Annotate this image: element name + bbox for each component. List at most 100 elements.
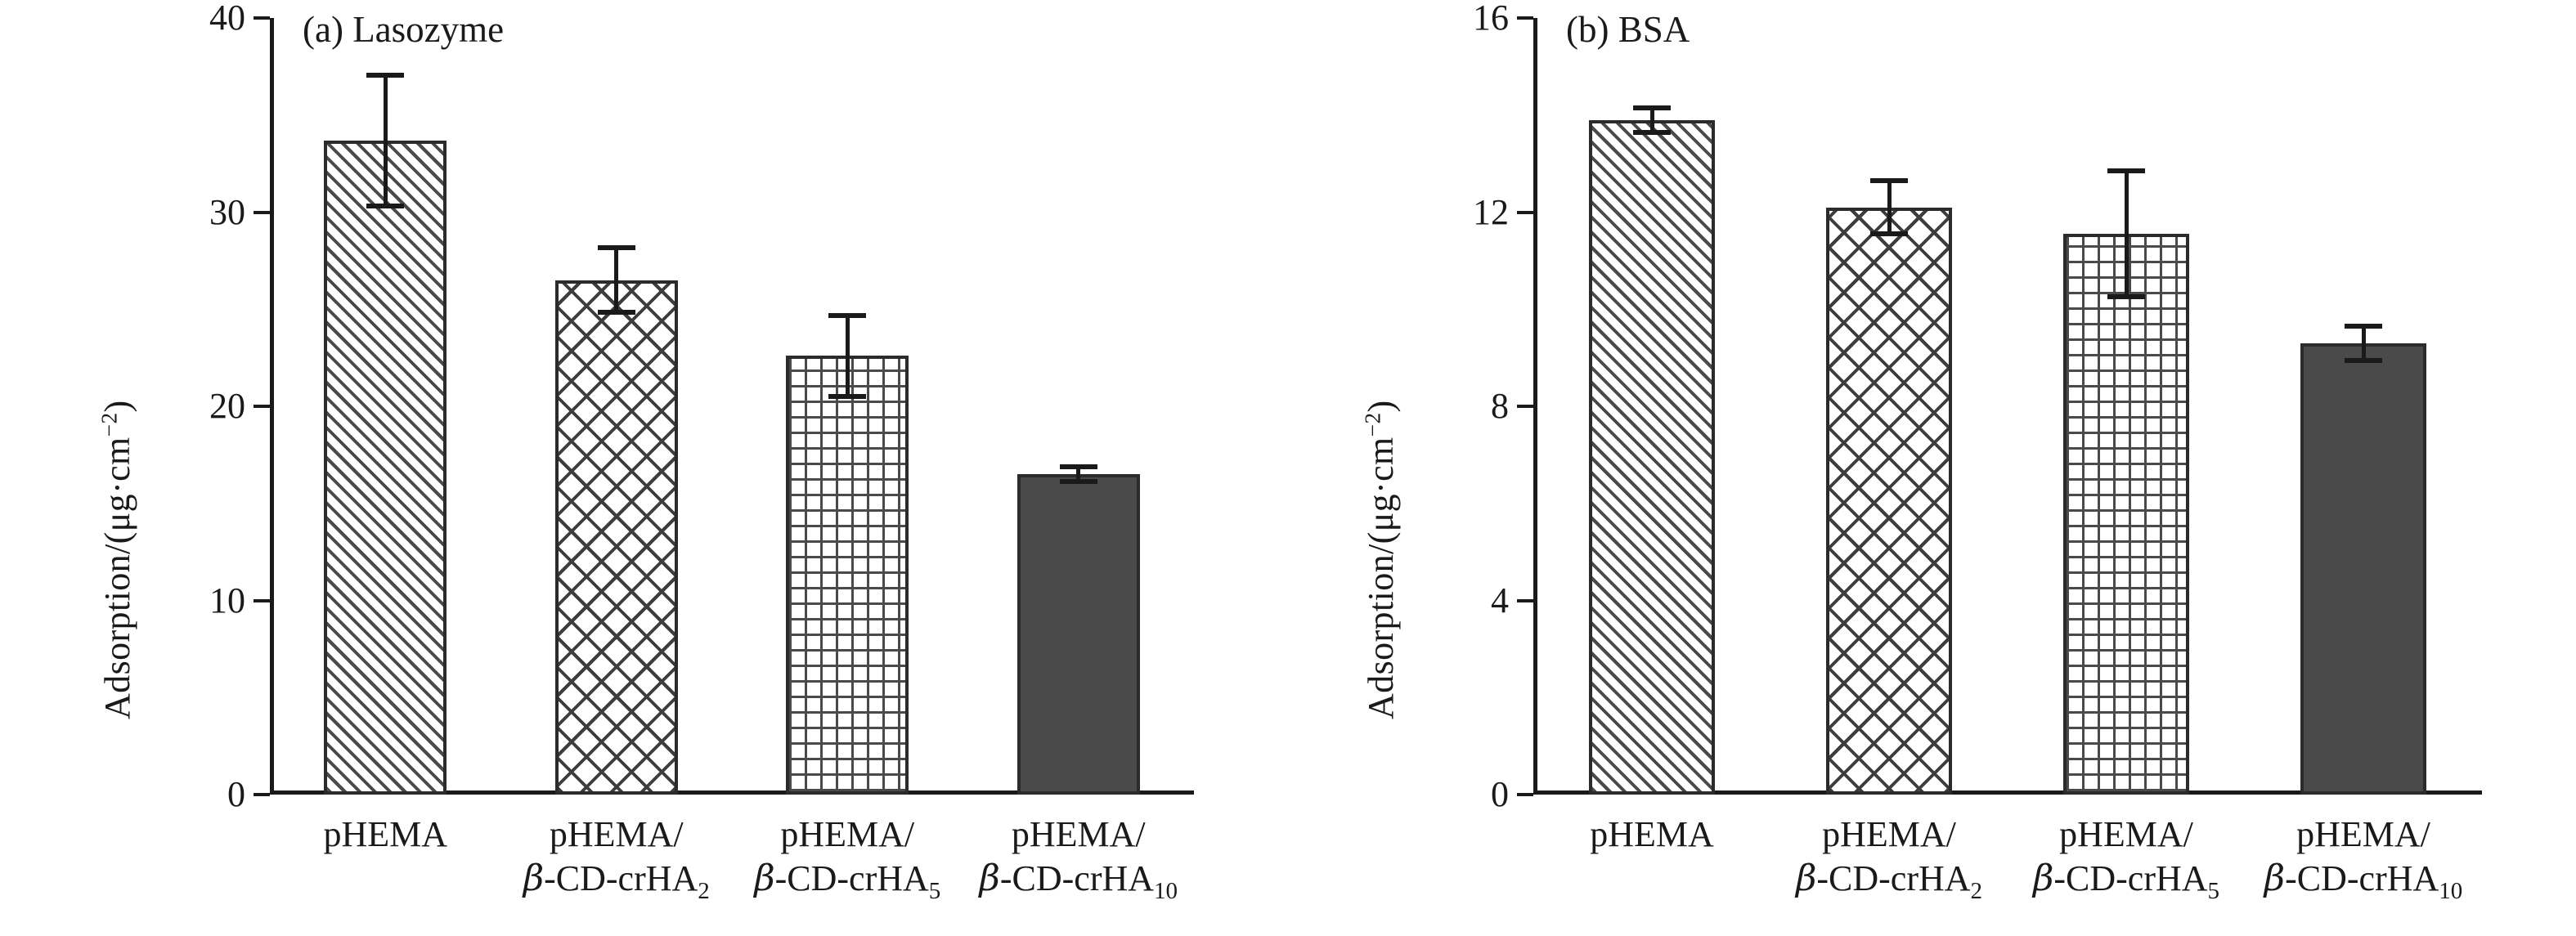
- error-bar-cap-bottom: [1059, 479, 1097, 484]
- x-category-label-line1: pHEMA/: [2059, 814, 2193, 854]
- x-category-label-line1: pHEMA: [1590, 814, 1714, 854]
- x-category-label-line1: pHEMA/: [1822, 814, 1956, 854]
- error-bar-cap-top: [828, 313, 867, 318]
- y-tick-b-3: [1517, 210, 1533, 214]
- error-bar-cap-bottom: [366, 203, 405, 208]
- error-bar-cap-bottom: [2345, 357, 2382, 363]
- bar-b-2: [2063, 234, 2189, 795]
- error-bar-cap-bottom: [828, 393, 867, 399]
- x-axis-line-a: [270, 790, 1194, 795]
- error-bar-stem: [383, 72, 388, 208]
- beta-symbol: β: [2264, 857, 2286, 899]
- y-tick-b-0: [1517, 793, 1533, 796]
- y-tick-label-b-2: 8: [1491, 386, 1509, 426]
- bar-a-3: [1016, 474, 1140, 795]
- error-bar-stem: [1649, 105, 1654, 135]
- x-category-label-line1: pHEMA/: [549, 814, 684, 854]
- bar-b-3: [2300, 343, 2426, 795]
- x-category-label-line1: pHEMA: [323, 814, 448, 854]
- panel-bsa: Adsorption/(μg·cm−2) (b) BSA 0 4 8 12 16 pHE…: [1288, 0, 2576, 936]
- error-bar-cap-top: [1870, 177, 1908, 183]
- x-category-label-a-1: pHEMA/β-CD-crHA2: [523, 813, 710, 906]
- error-bar-stem: [614, 244, 619, 316]
- x-category-label-line1: pHEMA/: [1011, 814, 1146, 854]
- crha-subscript: 10: [1154, 877, 1178, 904]
- bar-b-1: [1826, 207, 1952, 795]
- error-bar-cap-top: [597, 244, 635, 250]
- bar-a-2: [786, 356, 909, 795]
- y-tick-a-0: [254, 793, 270, 796]
- y-axis-line-a: [270, 18, 274, 795]
- beta-symbol: β: [754, 857, 775, 899]
- y-tick-b-2: [1517, 405, 1533, 408]
- y-tick-label-a-3: 30: [209, 191, 245, 232]
- error-bar-cap-bottom: [1870, 231, 1908, 237]
- x-category-label-b-2: pHEMA/β-CD-crHA5: [2033, 813, 2219, 906]
- error-bar-stem: [845, 313, 850, 399]
- error-bar-cap-top: [1633, 105, 1671, 110]
- error-bar-stem: [2361, 324, 2366, 363]
- y-axis-label-a: Adsorption/(μg·cm−2): [96, 400, 137, 719]
- y-axis-label-b: Adsorption/(μg·cm−2): [1360, 400, 1401, 719]
- error-bar-cap-bottom: [597, 310, 635, 316]
- x-category-label-b-0: pHEMA: [1590, 813, 1714, 857]
- x-category-label-line2: β-CD-crHA2: [523, 857, 710, 904]
- error-bar-cap-bottom: [1633, 129, 1671, 135]
- x-category-label-line2: β-CD-crHA10: [2264, 857, 2463, 904]
- bar-a-0: [324, 140, 447, 795]
- y-tick-label-b-0: 0: [1491, 774, 1509, 814]
- y-tick-a-4: [254, 16, 270, 20]
- beta-symbol: β: [979, 857, 1000, 899]
- x-category-label-line1: pHEMA/: [2296, 814, 2430, 854]
- error-bar-cap-top: [2345, 324, 2382, 329]
- x-category-label-b-1: pHEMA/β-CD-crHA2: [1796, 813, 1982, 906]
- crha-subscript: 2: [698, 877, 710, 904]
- y-tick-label-a-0: 0: [227, 774, 245, 814]
- error-bar-stem: [1076, 464, 1081, 484]
- y-tick-a-2: [254, 405, 270, 408]
- error-bar-stem: [1887, 177, 1892, 237]
- y-tick-label-a-2: 20: [209, 386, 245, 426]
- x-category-label-a-2: pHEMA/β-CD-crHA5: [754, 813, 940, 906]
- y-tick-label-b-1: 4: [1491, 580, 1509, 620]
- y-axis-line-b: [1533, 18, 1537, 795]
- panel-title-a: (a) Lasozyme: [303, 9, 505, 50]
- x-category-label-line2: β-CD-crHA2: [1795, 857, 1983, 904]
- x-category-label-a-0: pHEMA: [323, 813, 447, 857]
- y-tick-label-b-4: 16: [1473, 0, 1509, 38]
- bar-b-0: [1589, 119, 1715, 795]
- beta-symbol: β: [523, 857, 545, 899]
- error-bar-cap-top: [1059, 464, 1097, 470]
- y-tick-label-a-4: 40: [209, 0, 245, 38]
- plot-area-b: 0 4 8 12 16: [1473, 0, 2482, 813]
- panel-title-b: (b) BSA: [1566, 9, 1690, 50]
- x-category-label-line1: pHEMA/: [780, 814, 915, 854]
- y-axis-label-exponent: −2: [1360, 412, 1385, 437]
- x-category-label-a-3: pHEMA/β-CD-crHA10: [979, 813, 1178, 906]
- error-bar-cap-top: [366, 72, 405, 78]
- crha-subscript: 5: [928, 877, 941, 904]
- y-tick-label-b-3: 12: [1473, 191, 1509, 232]
- y-tick-a-3: [254, 210, 270, 214]
- x-category-label-b-3: pHEMA/β-CD-crHA10: [2264, 813, 2463, 906]
- y-axis-label-exponent: −2: [96, 412, 122, 437]
- bar-a-1: [554, 280, 678, 795]
- x-category-label-line2: β-CD-crHA5: [2032, 857, 2220, 904]
- panel-lasozyme: Adsorption/(μg·cm−2) (a) Lasozyme 0 10 20 3…: [96, 0, 1194, 906]
- x-category-label-line2: β-CD-crHA5: [754, 857, 941, 904]
- crha-subscript: 10: [2439, 877, 2463, 904]
- beta-symbol: β: [1795, 857, 1817, 899]
- crha-subscript: 2: [1970, 877, 1983, 904]
- y-tick-label-a-1: 10: [209, 580, 245, 620]
- error-bar-cap-bottom: [2107, 294, 2145, 300]
- x-axis-line-b: [1533, 790, 2482, 795]
- x-category-label-line2: β-CD-crHA10: [979, 857, 1178, 904]
- plot-area-a: 0 10 20 30 40: [209, 0, 1194, 813]
- crha-subscript: 5: [2207, 877, 2220, 904]
- error-bar-cap-top: [2107, 168, 2145, 174]
- y-tick-a-1: [254, 598, 270, 602]
- beta-symbol: β: [2032, 857, 2054, 899]
- error-bar-stem: [2124, 168, 2129, 300]
- y-tick-b-4: [1517, 16, 1533, 20]
